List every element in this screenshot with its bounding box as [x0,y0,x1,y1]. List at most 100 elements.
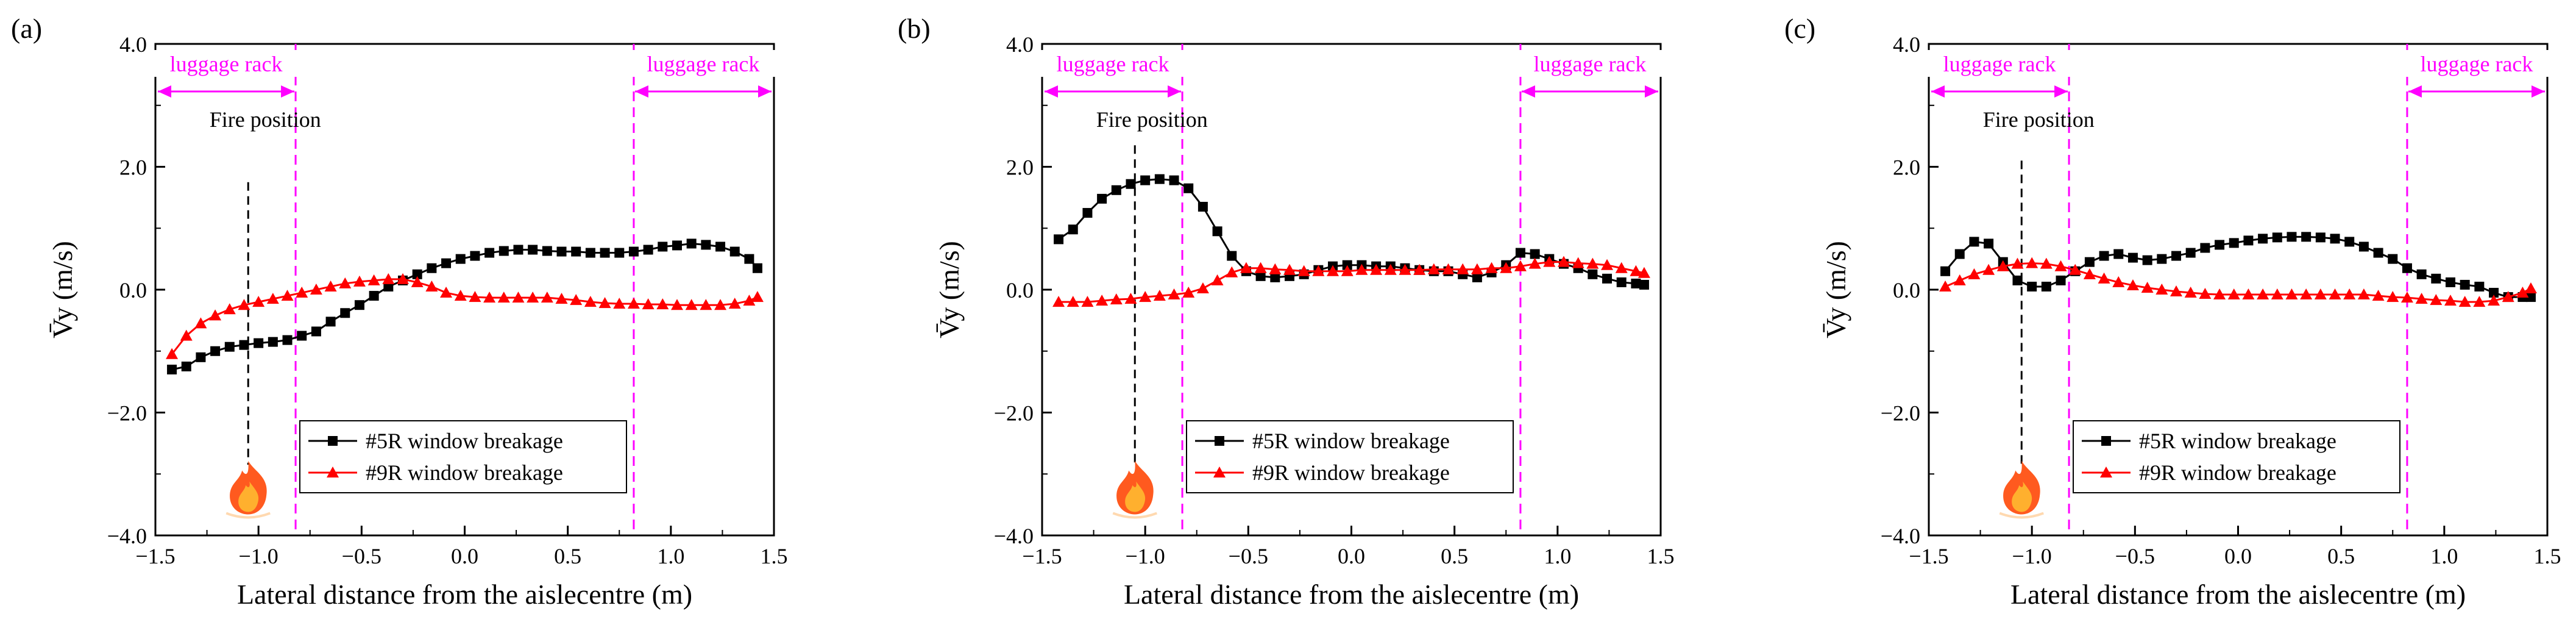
data-point [2113,249,2124,259]
data-point [1168,288,1180,300]
data-point [2301,232,2312,242]
data-point [497,291,510,303]
data-point [1601,259,1614,270]
data-point [1615,262,1628,273]
data-point [584,296,597,307]
data-point [470,251,480,261]
data-point [2460,279,2470,290]
data-point [729,246,740,257]
data-point [2012,275,2023,285]
chart-panel-1: (a) −1.5 −1.0 −0.5 0.0 0.5 1.0 1.5 −4.0 −2.0 0.0 2.… [11,13,788,610]
data-point [527,291,539,303]
data-point [1342,260,1352,270]
data-point [1110,293,1123,305]
data-point [1616,277,1627,287]
data-point [2056,275,2066,285]
data-point [2489,288,2499,298]
legend-label: #5R window breakage [1252,429,1450,453]
data-point [1639,279,1649,290]
data-point [2040,257,2053,269]
legend-label: #9R window breakage [1252,460,1450,485]
data-point [528,245,538,255]
x-tick-label: −1.5 [1909,544,1948,568]
data-point [2099,251,2109,261]
data-point [196,352,206,362]
data-point [1341,265,1354,276]
data-point [2285,288,2298,300]
data-point [1982,263,1995,275]
data-point [484,248,495,258]
data-point [685,299,698,310]
data-point [1139,291,1152,302]
data-point [1996,260,2009,271]
rack-arrowhead [1521,85,1535,98]
data-point [1211,274,1224,285]
data-point [1081,296,1094,307]
data-point [1068,224,1078,235]
data-point [2126,279,2139,290]
data-point [715,241,726,252]
y-tick-label: −2.0 [994,401,1034,426]
data-point [1255,271,1266,281]
x-tick-label: 1.0 [1544,544,1571,568]
x-tick-label: −1.0 [1126,544,1165,568]
data-point [2287,232,2297,242]
panel-label: (b) [898,13,931,44]
data-point [670,299,683,310]
y-axis-title: V̄y (m/s) [47,241,78,338]
data-point [2142,255,2152,265]
data-point [382,273,395,284]
data-point [2373,248,2383,258]
x-tick-label: 1.0 [657,544,684,568]
data-point [643,245,653,255]
data-point [282,335,293,345]
data-point [2272,232,2282,243]
data-point [2516,287,2529,298]
data-point [1399,263,1411,275]
data-point [1226,266,1238,277]
data-point [2041,281,2051,291]
y-tick-label: 0.0 [119,278,147,302]
data-point [752,263,762,273]
rack-label-bg [627,50,779,77]
y-tick-label: 4.0 [1006,32,1034,57]
data-point [1283,263,1296,275]
rack-arrowhead [2532,85,2545,98]
data-point [499,246,509,256]
y-tick-label: 4.0 [119,32,147,57]
data-point [2027,281,2037,291]
data-point [2416,269,2427,279]
y-tick-label: −2.0 [107,401,147,426]
data-point [1212,226,1222,237]
data-point [1485,262,1498,273]
data-point [1588,269,1598,279]
x-tick-label: −0.5 [342,544,381,568]
luggage-rack-label: luggage rack [1057,52,1169,76]
data-point [238,299,250,310]
data-point [311,326,321,337]
data-point [297,331,307,341]
data-point [571,246,581,257]
data-point [743,295,756,306]
data-point [383,281,394,291]
data-point [2502,291,2514,302]
data-point [658,241,668,252]
data-point [1154,174,1165,184]
data-point [1111,185,1121,195]
data-point [1227,251,1237,261]
data-point [339,277,352,288]
data-point [700,299,712,310]
legend-marker [1213,467,1226,477]
data-point [1240,262,1252,273]
data-point [1297,265,1310,276]
data-point [1969,237,1979,247]
y-tick-label: 0.0 [1006,278,1034,302]
data-point [2156,284,2168,295]
rack-arrowhead [1931,85,1945,98]
data-point [1984,238,1994,249]
rack-arrowhead [1645,85,1658,98]
data-point [324,280,337,291]
fire-icon [1999,460,2044,519]
data-point [224,342,235,352]
